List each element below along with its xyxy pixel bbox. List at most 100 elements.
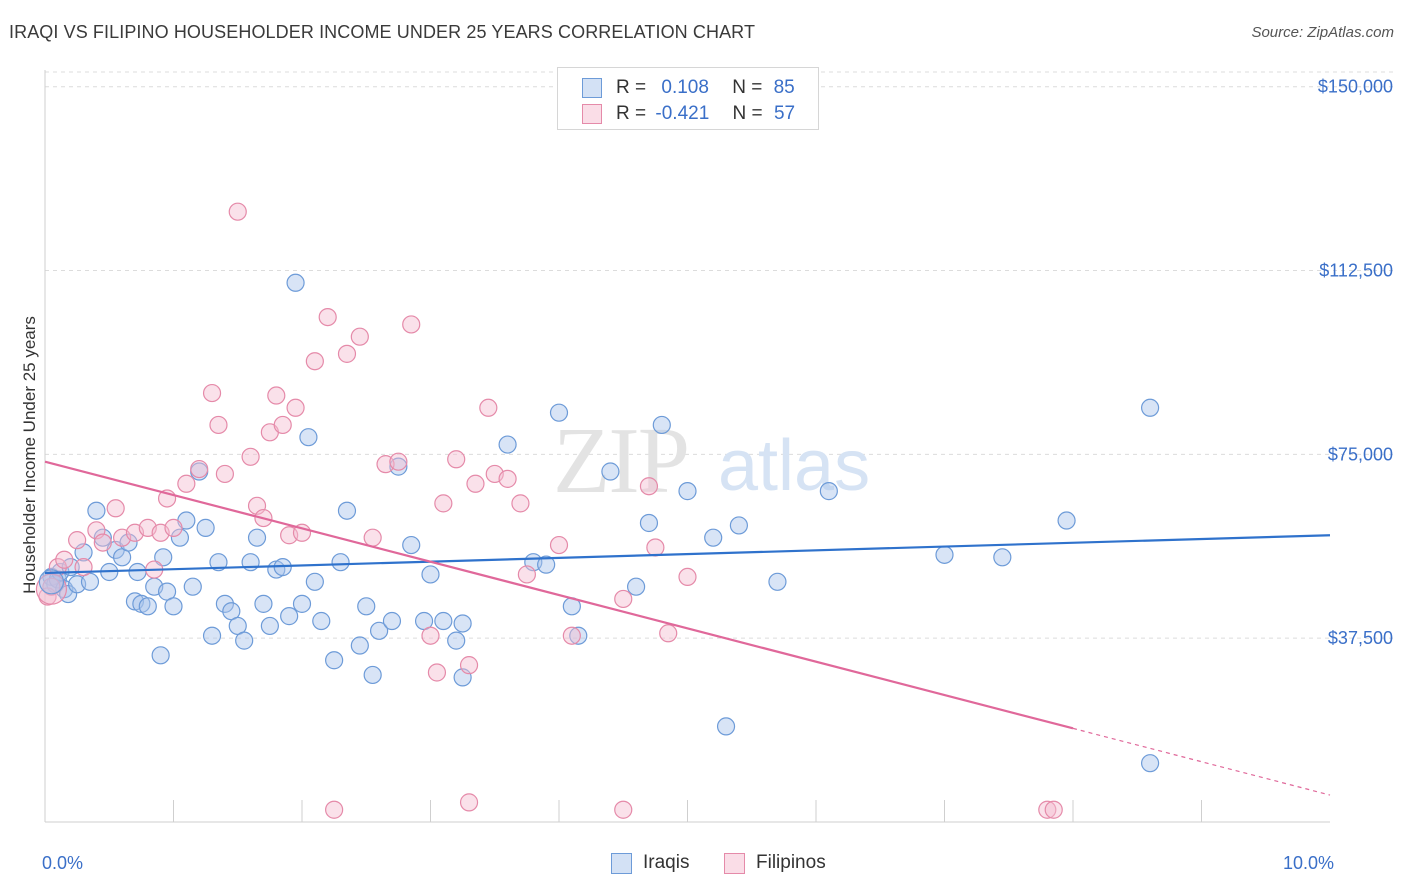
legend-r-label: R = (616, 103, 647, 124)
data-point-filipinos (318, 307, 337, 327)
data-points (35, 202, 1160, 819)
data-point-filipinos (286, 398, 305, 417)
y-tick-label: $37,500 (1328, 628, 1393, 648)
data-point-iraqis-cluster (38, 569, 65, 595)
data-point-iraqis (768, 572, 787, 591)
data-point-iraqis (678, 482, 697, 501)
legend-r-value: 0.108 (661, 77, 709, 98)
x-tick-label: 10.0% (1283, 853, 1334, 873)
data-point-iraqis (363, 665, 382, 685)
y-tick-label: $75,000 (1328, 444, 1393, 464)
data-point-iraqis (704, 528, 723, 547)
data-point-iraqis (729, 516, 749, 535)
data-point-filipinos (549, 535, 569, 555)
data-point-iraqis (549, 403, 569, 422)
legend-n-label: N = (732, 103, 763, 124)
data-point-filipinos (337, 344, 357, 363)
data-point-filipinos (363, 528, 382, 547)
data-point-filipinos (350, 327, 369, 346)
data-point-filipinos (305, 352, 324, 371)
data-point-iraqis (128, 562, 147, 582)
data-point-iraqis (312, 611, 331, 631)
data-point-iraqis (498, 435, 517, 454)
data-point-filipinos (267, 386, 286, 405)
x-tick-label: 0.0% (42, 853, 83, 873)
data-point-filipinos (678, 567, 697, 587)
data-point-iraqis (235, 631, 254, 650)
data-point-filipinos (228, 202, 247, 221)
data-point-iraqis (370, 621, 389, 640)
data-point-filipinos (202, 383, 222, 403)
legend-n-value: 85 (773, 77, 795, 98)
data-point-filipinos (190, 459, 209, 479)
series-label-iraqis: Iraqis (643, 852, 690, 873)
data-point-iraqis (151, 646, 170, 665)
data-point-filipinos (614, 589, 633, 609)
data-point-iraqis (537, 555, 556, 574)
data-point-iraqis (421, 565, 440, 584)
data-point-iraqis (639, 513, 659, 533)
y-axis-label: Householder Income Under 25 years (20, 316, 39, 594)
data-point-iraqis (601, 462, 620, 481)
data-point-filipinos (459, 793, 479, 812)
data-point-filipinos (562, 626, 581, 645)
data-point-filipinos (421, 626, 440, 645)
data-point-iraqis (652, 415, 671, 435)
data-point-filipinos (68, 531, 87, 550)
data-point-iraqis (325, 651, 344, 670)
data-point-iraqis (382, 611, 402, 631)
data-point-filipinos-cluster (35, 573, 68, 605)
data-point-iraqis (337, 501, 357, 520)
data-point-filipinos (517, 565, 536, 584)
data-point-filipinos (209, 415, 228, 435)
data-point-iraqis (292, 594, 312, 613)
data-point-iraqis (286, 273, 305, 292)
data-point-iraqis (280, 607, 299, 626)
data-point-iraqis (447, 631, 466, 650)
chart-title: IRAQI VS FILIPINO HOUSEHOLDER INCOME UND… (9, 22, 756, 42)
y-tick-label: $112,500 (1319, 261, 1393, 281)
data-point-filipinos (427, 663, 447, 682)
legend-n-value: 57 (773, 103, 796, 124)
data-point-iraqis (183, 577, 202, 596)
axes (44, 70, 1330, 823)
correlation-legend: R = 0.108 N = 85 R = -0.421 N = 57 (557, 67, 819, 130)
data-point-iraqis (434, 611, 453, 631)
trend-lines (44, 460, 1331, 796)
data-point-iraqis (138, 597, 157, 616)
series-swatch-iraqis (611, 853, 632, 874)
data-point-filipinos (646, 538, 665, 557)
data-point-filipinos (447, 450, 466, 469)
data-point-iraqis (209, 553, 228, 572)
data-point-filipinos (38, 587, 57, 606)
series-label-filipinos: Filipinos (756, 852, 826, 873)
legend-n-label: N = (732, 77, 763, 98)
data-point-iraqis (170, 528, 190, 547)
trend-line-extension-filipinos (1072, 727, 1331, 796)
watermark: ZIP atlas (553, 409, 870, 513)
data-point-filipinos (659, 624, 678, 643)
data-point-iraqis (402, 535, 421, 555)
data-point-iraqis (569, 626, 588, 645)
data-point-filipinos (241, 447, 260, 466)
data-point-iraqis (247, 528, 267, 547)
data-point-iraqis (87, 501, 106, 520)
data-point-iraqis (215, 594, 234, 613)
data-point-filipinos (511, 494, 530, 513)
data-point-iraqis (299, 428, 318, 447)
y-tick-label: $150,000 (1318, 77, 1393, 97)
data-point-iraqis (993, 548, 1012, 567)
data-point-iraqis (164, 597, 183, 616)
data-point-filipinos (498, 469, 517, 488)
data-point-filipinos (1038, 800, 1057, 819)
data-point-filipinos (55, 550, 74, 569)
data-point-filipinos (389, 452, 408, 471)
data-point-iraqis (819, 482, 838, 501)
watermark-atlas: atlas (718, 426, 870, 506)
data-point-iraqis (350, 636, 369, 655)
data-point-iraqis (260, 616, 279, 636)
data-point-filipinos (106, 499, 125, 518)
data-point-iraqis (1057, 511, 1076, 530)
watermark-zip: ZIP (553, 409, 688, 513)
legend-swatch-filipinos (582, 104, 602, 124)
